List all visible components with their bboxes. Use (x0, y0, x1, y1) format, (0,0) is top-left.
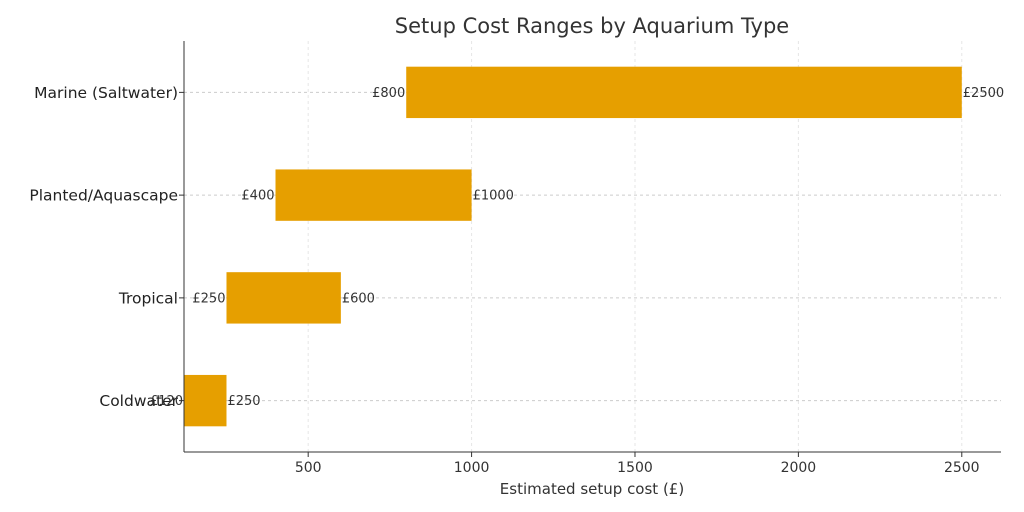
x-tick-label: 2000 (781, 460, 817, 476)
category-label: Tropical (118, 289, 178, 307)
range-bar (406, 66, 962, 119)
chart-title: Setup Cost Ranges by Aquarium Type (395, 14, 789, 38)
low-value-label: £250 (192, 291, 225, 306)
low-value-label: £120 (150, 394, 183, 409)
range-bar (275, 169, 472, 221)
low-value-label: £800 (372, 86, 405, 101)
high-value-label: £250 (227, 394, 260, 409)
category-label: Planted/Aquascape (29, 187, 178, 205)
bars (184, 66, 962, 427)
x-axis-title: Estimated setup cost (£) (500, 480, 684, 498)
high-value-label: £1000 (473, 189, 514, 204)
x-tick-label: 1500 (617, 460, 653, 476)
labels: 500 1000 1500 2000 2500 Coldwater Tropical Plan… (29, 84, 1004, 476)
low-value-label: £400 (241, 189, 274, 204)
x-tick-label: 1000 (454, 460, 490, 476)
category-label: Marine (Saltwater) (34, 84, 178, 102)
axes (179, 41, 1001, 457)
x-tick-label: 500 (295, 460, 322, 476)
range-bar (226, 272, 341, 324)
x-tick-label: 2500 (944, 460, 980, 476)
high-value-label: £2500 (963, 86, 1004, 101)
category-label: Coldwater (99, 392, 178, 410)
high-value-label: £600 (342, 291, 375, 306)
range-bar (184, 374, 227, 427)
